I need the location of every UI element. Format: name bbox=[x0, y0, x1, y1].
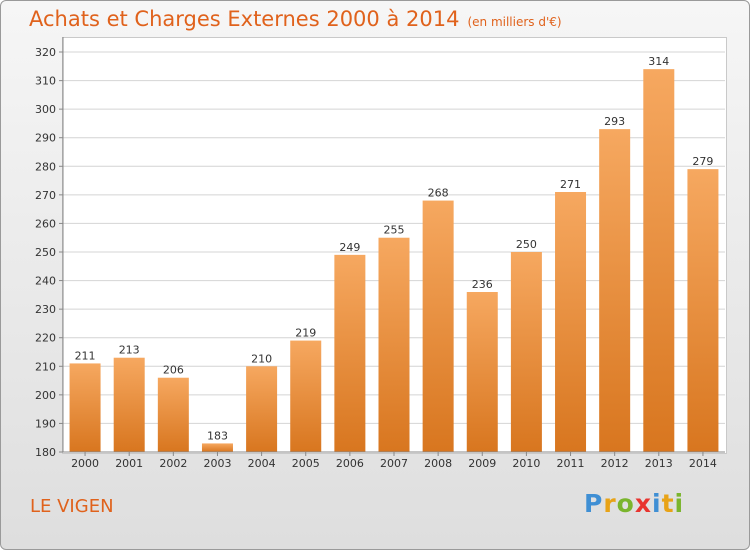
x-tick-label: 2000 bbox=[71, 457, 99, 470]
data-label: 279 bbox=[692, 155, 713, 168]
logo-letter: P bbox=[584, 489, 604, 518]
data-label: 183 bbox=[207, 429, 228, 442]
x-tick-label: 2004 bbox=[248, 457, 276, 470]
x-tick-label: 2009 bbox=[468, 457, 496, 470]
y-tick-label: 220 bbox=[35, 332, 56, 345]
y-tick-label: 290 bbox=[35, 132, 56, 145]
y-tick-label: 250 bbox=[35, 246, 56, 259]
x-tick-label: 2014 bbox=[689, 457, 717, 470]
bar bbox=[246, 366, 278, 452]
bar bbox=[466, 292, 498, 452]
x-tick-label: 2006 bbox=[336, 457, 364, 470]
bar bbox=[290, 340, 322, 452]
logo-letter: o bbox=[616, 489, 635, 518]
data-label: 250 bbox=[516, 238, 537, 251]
data-label: 255 bbox=[384, 224, 405, 237]
bar bbox=[510, 252, 542, 452]
bar bbox=[69, 363, 101, 452]
data-label: 271 bbox=[560, 178, 581, 191]
y-tick-label: 280 bbox=[35, 160, 56, 173]
bar bbox=[555, 192, 587, 452]
bar bbox=[643, 69, 675, 453]
y-tick-label: 300 bbox=[35, 103, 56, 116]
y-tick-label: 270 bbox=[35, 189, 56, 202]
y-tick-label: 210 bbox=[35, 360, 56, 373]
y-tick-label: 310 bbox=[35, 75, 56, 88]
y-tick-label: 190 bbox=[35, 417, 56, 430]
x-tick-label: 2005 bbox=[292, 457, 320, 470]
bar bbox=[334, 254, 366, 452]
logo-letter: i bbox=[652, 489, 662, 518]
y-tick-label: 180 bbox=[35, 446, 56, 459]
place-name: LE VIGEN bbox=[30, 496, 114, 517]
y-tick-label: 320 bbox=[35, 46, 56, 59]
x-tick-label: 2011 bbox=[557, 457, 585, 470]
data-label: 206 bbox=[163, 364, 184, 377]
y-tick-label: 260 bbox=[35, 217, 56, 230]
logo-letter: r bbox=[603, 489, 617, 518]
bar bbox=[599, 129, 631, 452]
data-label: 314 bbox=[648, 55, 669, 68]
y-tick-label: 240 bbox=[35, 275, 56, 288]
bar bbox=[113, 357, 145, 452]
x-tick-label: 2012 bbox=[601, 457, 629, 470]
chart-title-text: Achats et Charges Externes 2000 à 2014 bbox=[29, 7, 460, 31]
chart-title: Achats et Charges Externes 2000 à 2014 (e… bbox=[29, 7, 562, 31]
data-label: 293 bbox=[604, 115, 625, 128]
bar bbox=[378, 237, 410, 452]
logo-letter: i bbox=[674, 489, 685, 518]
x-tick-label: 2003 bbox=[203, 457, 231, 470]
data-label: 219 bbox=[295, 327, 316, 340]
y-tick-label: 230 bbox=[35, 303, 56, 316]
bar bbox=[201, 443, 233, 452]
x-tick-label: 2013 bbox=[645, 457, 673, 470]
bar bbox=[422, 200, 454, 452]
x-tick-label: 2001 bbox=[115, 457, 143, 470]
data-label: 249 bbox=[339, 241, 360, 254]
data-label: 210 bbox=[251, 352, 272, 365]
x-tick-label: 2010 bbox=[512, 457, 540, 470]
x-tick-label: 2002 bbox=[159, 457, 187, 470]
logo-letter: x bbox=[634, 489, 652, 518]
bar bbox=[687, 169, 719, 452]
x-tick-label: 2008 bbox=[424, 457, 452, 470]
data-label: 236 bbox=[472, 278, 493, 291]
y-tick-label: 200 bbox=[35, 389, 56, 402]
chart-subtitle: (en milliers d'€) bbox=[467, 15, 562, 29]
bar bbox=[157, 377, 189, 452]
data-label: 213 bbox=[119, 344, 140, 357]
data-label: 268 bbox=[428, 187, 449, 200]
logo-letter: t bbox=[661, 489, 675, 518]
x-tick-label: 2007 bbox=[380, 457, 408, 470]
proxiti-logo: Proxiti bbox=[584, 489, 684, 518]
data-label: 211 bbox=[75, 349, 96, 362]
